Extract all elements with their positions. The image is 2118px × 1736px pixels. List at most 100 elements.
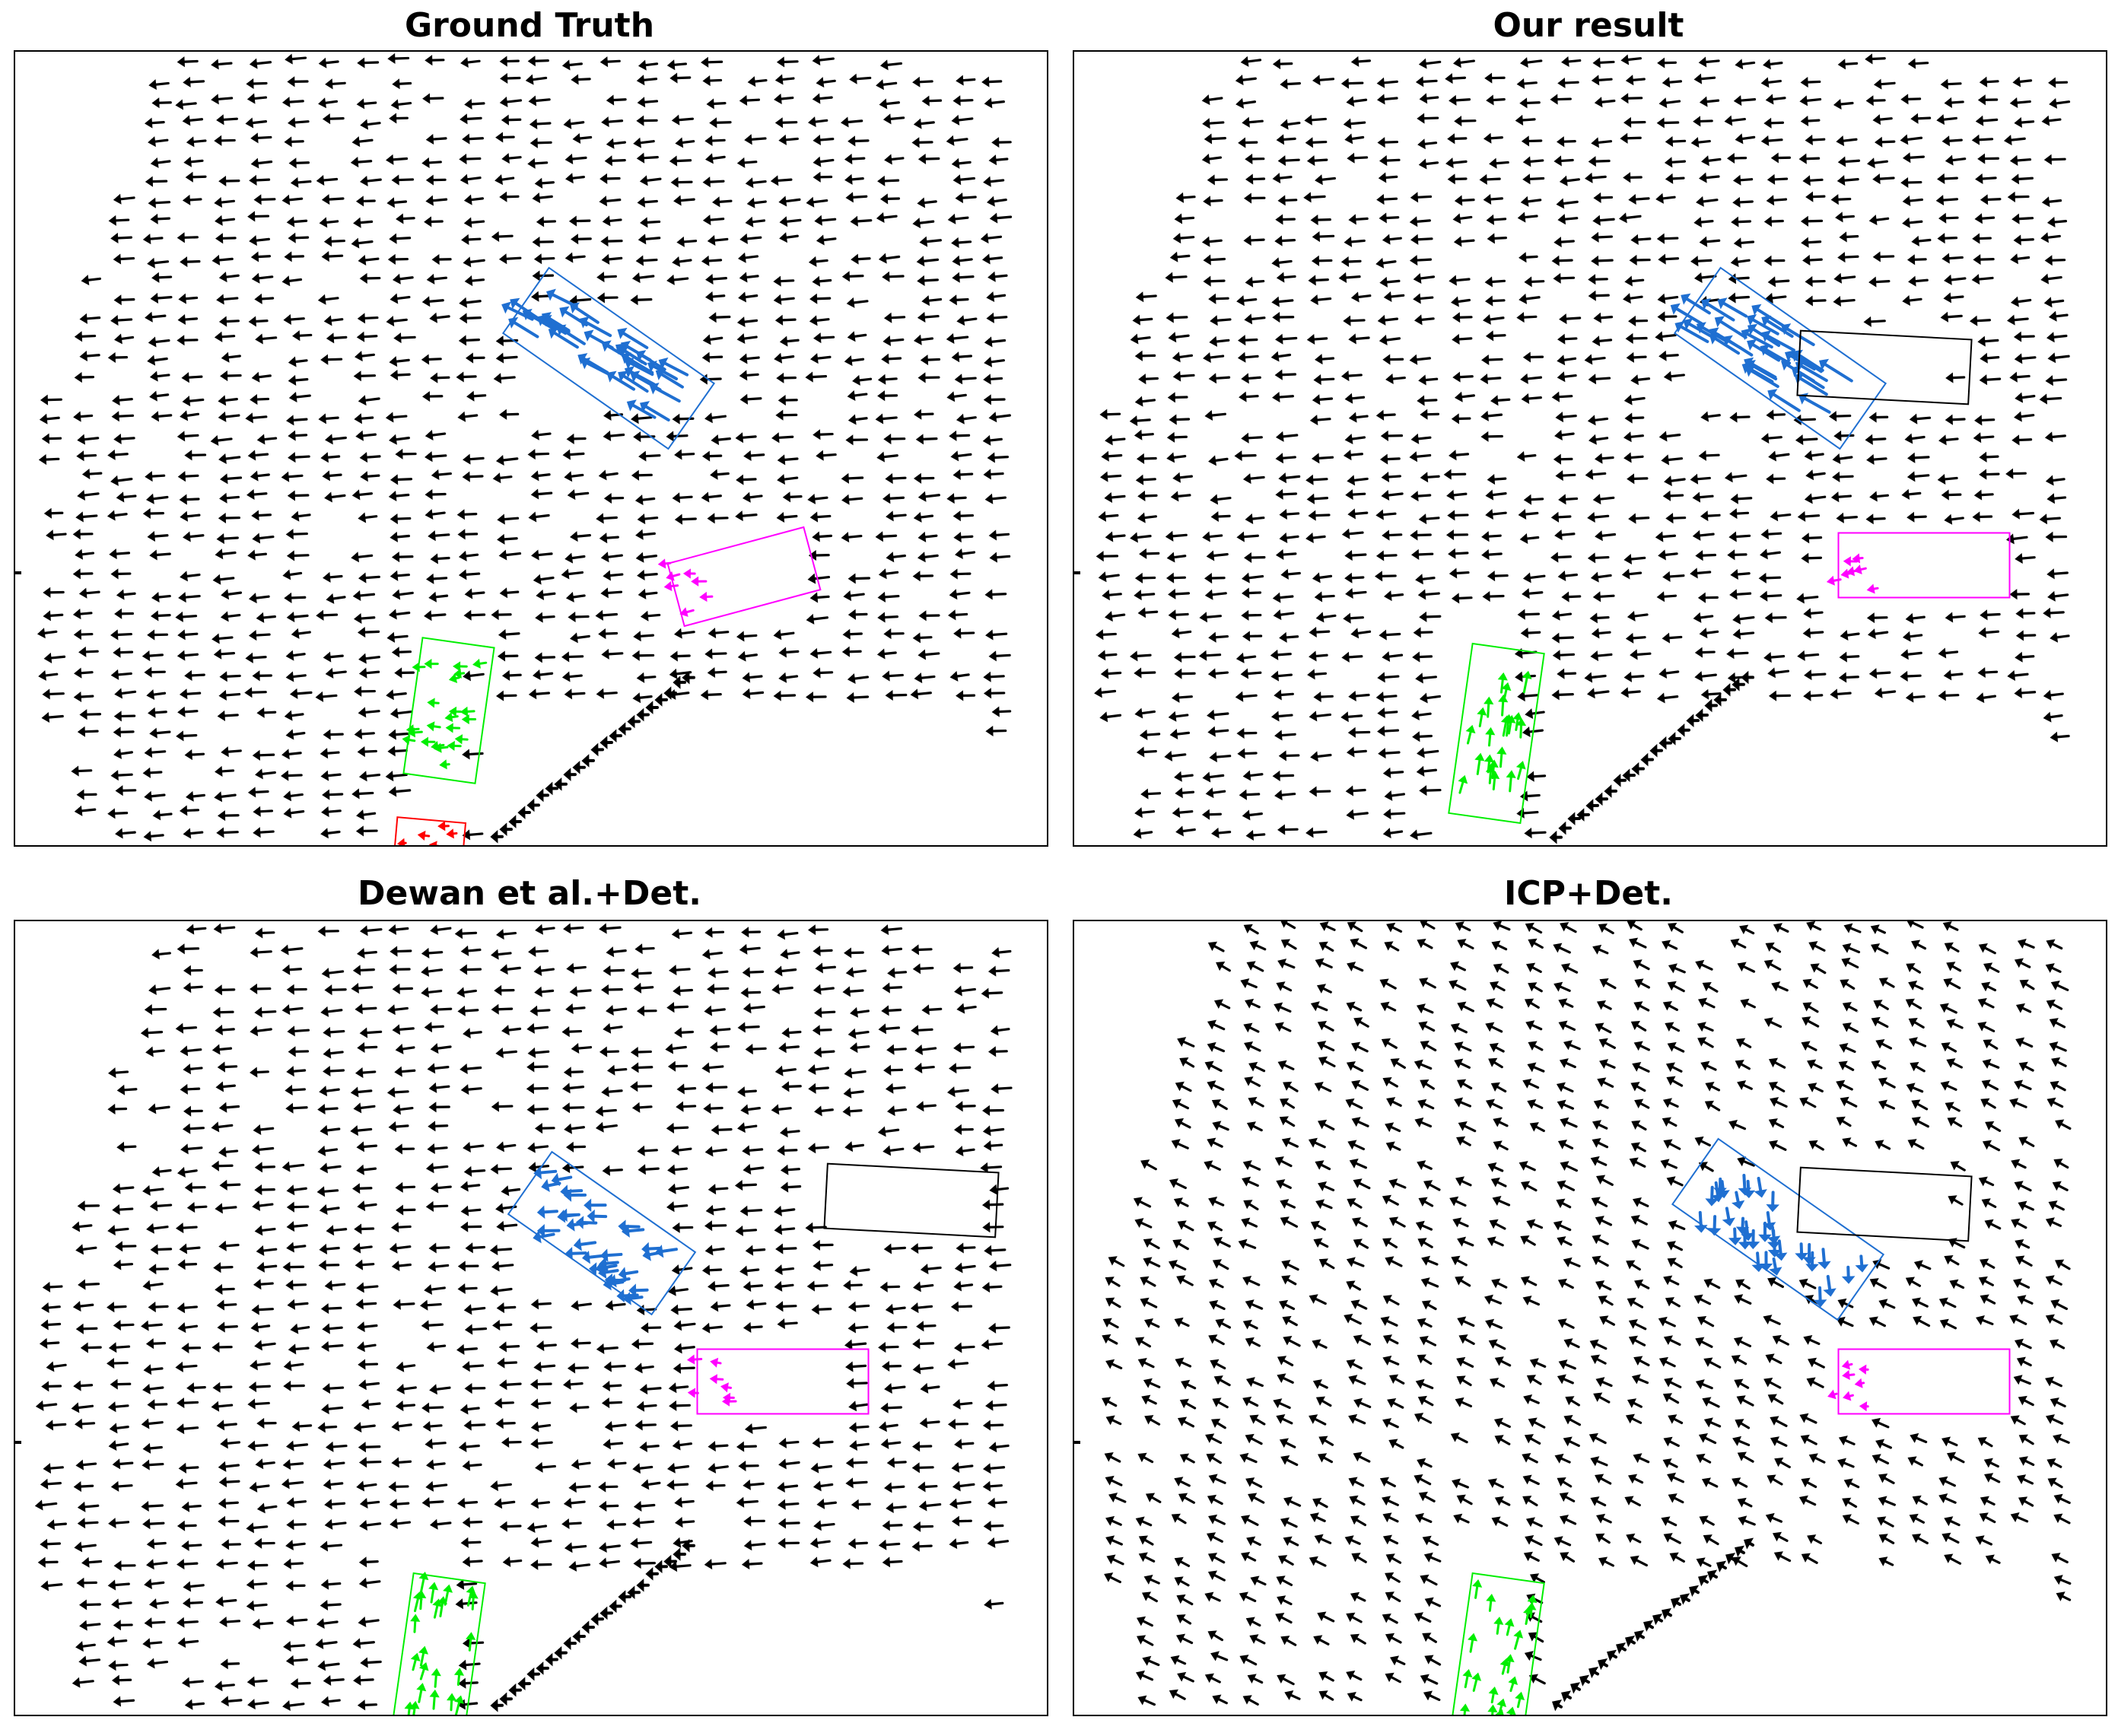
flow-arrow bbox=[1567, 812, 1581, 825]
flow-arrow bbox=[526, 1104, 549, 1115]
flow-arrow bbox=[1805, 469, 1826, 481]
flow-arrow bbox=[1140, 788, 1162, 800]
flow-arrow bbox=[285, 1084, 306, 1095]
flow-arrow bbox=[1554, 429, 1575, 440]
flow-arrow bbox=[281, 770, 303, 781]
flow-arrow bbox=[708, 628, 730, 639]
flow-arrow bbox=[321, 968, 345, 979]
flow-arrow bbox=[1421, 1255, 1439, 1266]
object-flow-arrow bbox=[1515, 761, 1526, 781]
flow-arrow bbox=[360, 1657, 382, 1668]
flow-arrow bbox=[1863, 316, 1886, 327]
flow-arrow bbox=[987, 1497, 1008, 1509]
flow-arrow bbox=[809, 647, 832, 659]
flow-arrow bbox=[1129, 415, 1151, 427]
flow-arrow bbox=[987, 1322, 1010, 1334]
flow-arrow bbox=[1625, 332, 1648, 344]
flow-arrow bbox=[180, 571, 201, 582]
flow-arrow bbox=[605, 1300, 626, 1312]
flow-arrow bbox=[218, 175, 240, 187]
flow-arrow bbox=[1629, 254, 1651, 265]
flow-arrow bbox=[1101, 450, 1123, 462]
flow-arrow bbox=[281, 749, 302, 760]
flow-arrow bbox=[215, 215, 236, 226]
flow-arrow bbox=[1240, 56, 1262, 67]
object-flow-arrow bbox=[548, 327, 579, 349]
flow-arrow bbox=[320, 1303, 342, 1315]
flow-arrow bbox=[982, 1480, 1003, 1492]
flow-arrow bbox=[778, 1437, 800, 1448]
flow-arrow bbox=[1279, 1299, 1296, 1311]
flow-arrow bbox=[982, 1463, 1006, 1474]
flow-arrow bbox=[288, 117, 310, 129]
flow-arrow bbox=[812, 55, 835, 66]
flow-arrow bbox=[1236, 727, 1258, 739]
object-flow-arrow bbox=[1852, 553, 1864, 564]
flow-arrow bbox=[388, 924, 409, 936]
flow-arrow bbox=[780, 1127, 800, 1138]
flow-arrow bbox=[1457, 1001, 1474, 1013]
flow-arrow bbox=[1482, 591, 1505, 603]
flow-arrow bbox=[1166, 312, 1188, 323]
flow-arrow bbox=[1167, 392, 1188, 403]
flow-arrow bbox=[813, 332, 835, 344]
flow-arrow bbox=[316, 174, 339, 186]
flow-arrow bbox=[1522, 1453, 1538, 1464]
flow-arrow bbox=[386, 689, 407, 701]
object-flow-arrow bbox=[639, 401, 670, 422]
flow-arrow bbox=[2010, 296, 2032, 307]
flow-arrow bbox=[73, 411, 94, 422]
flow-arrow bbox=[985, 725, 1007, 737]
object-box bbox=[666, 526, 822, 628]
flow-arrow bbox=[1698, 997, 1716, 1009]
flow-arrow bbox=[180, 410, 199, 421]
flow-arrow bbox=[1833, 98, 1854, 110]
flow-arrow bbox=[421, 157, 442, 168]
flow-arrow bbox=[1907, 471, 1930, 482]
flow-arrow bbox=[1522, 1296, 1541, 1306]
flow-arrow bbox=[321, 1696, 341, 1707]
flow-arrow bbox=[1456, 1079, 1473, 1090]
flow-arrow bbox=[913, 511, 934, 523]
flow-arrow bbox=[221, 746, 242, 758]
flow-arrow bbox=[1843, 923, 1862, 933]
flow-arrow bbox=[1656, 117, 1680, 129]
flow-arrow bbox=[1419, 978, 1436, 989]
flow-arrow bbox=[631, 272, 655, 284]
flow-arrow bbox=[499, 191, 520, 202]
flow-arrow bbox=[1911, 1116, 1929, 1128]
flow-arrow bbox=[360, 175, 382, 186]
flow-arrow bbox=[1143, 1318, 1160, 1328]
flow-arrow bbox=[875, 531, 898, 542]
flow-arrow bbox=[1313, 374, 1335, 386]
flow-arrow bbox=[325, 78, 346, 90]
flow-arrow bbox=[2014, 1181, 2032, 1192]
flow-arrow bbox=[107, 1636, 128, 1647]
flow-arrow bbox=[1347, 1198, 1363, 1209]
flow-arrow bbox=[639, 175, 662, 186]
flow-arrow bbox=[914, 409, 934, 420]
flow-arrow bbox=[1940, 311, 1963, 323]
flow-arrow bbox=[1243, 1022, 1260, 1033]
flow-arrow bbox=[184, 450, 207, 461]
flow-arrow bbox=[45, 1420, 67, 1431]
flow-arrow bbox=[72, 1301, 94, 1312]
flow-arrow bbox=[1374, 571, 1397, 582]
flow-arrow bbox=[1830, 688, 1852, 700]
flow-arrow bbox=[247, 1398, 270, 1410]
flow-arrow bbox=[390, 99, 412, 110]
object-flow-arrow bbox=[655, 1245, 678, 1258]
flow-arrow bbox=[954, 985, 976, 997]
flow-arrow bbox=[1277, 1595, 1293, 1606]
flow-arrow bbox=[320, 1579, 342, 1590]
flow-arrow bbox=[218, 453, 241, 465]
flow-arrow bbox=[1695, 1337, 1713, 1348]
flow-arrow bbox=[1207, 668, 1229, 679]
flow-arrow bbox=[843, 590, 865, 602]
flow-arrow bbox=[674, 1343, 695, 1354]
flow-arrow bbox=[1900, 649, 1922, 660]
flow-arrow bbox=[666, 1002, 689, 1013]
flow-arrow bbox=[247, 211, 270, 222]
flow-arrow bbox=[676, 1101, 697, 1112]
flow-arrow bbox=[1172, 233, 1195, 244]
